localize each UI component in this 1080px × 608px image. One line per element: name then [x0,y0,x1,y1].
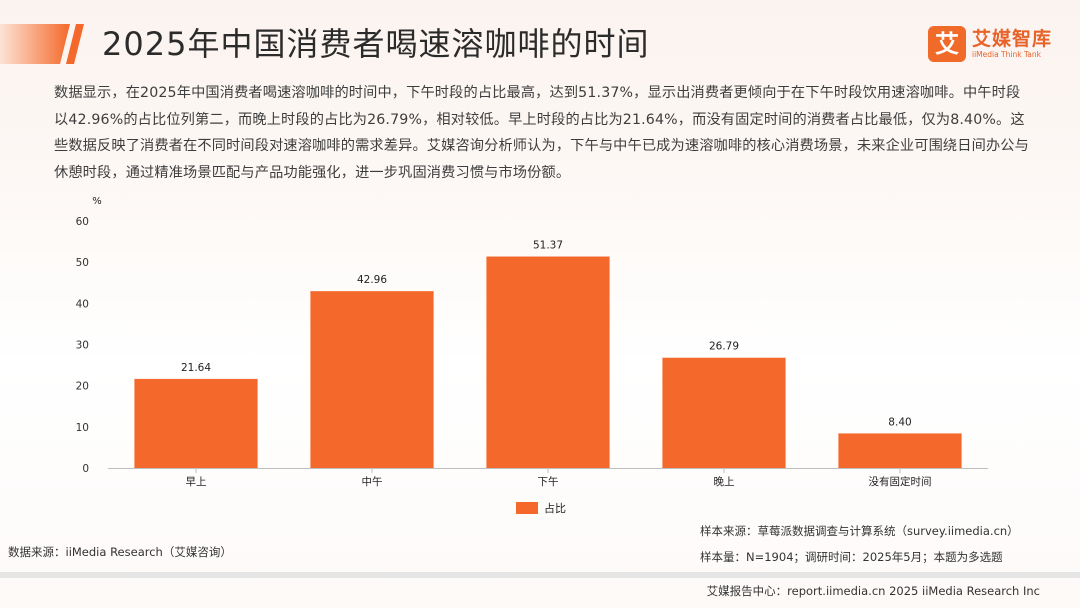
x-tick-label: 晚上 [714,476,735,488]
x-tick-label: 下午 [538,475,559,488]
page-title: 2025年中国消费者喝速溶咖啡的时间 [102,25,650,63]
brand-subtitle: iiMedia Think Tank [971,50,1041,59]
intro-paragraph: 数据显示，在2025年中国消费者喝速溶咖啡的时间中，下午时段的占比最高，达到51… [54,85,1029,181]
data-label: 42.96 [357,274,387,286]
footer-divider [0,572,1080,578]
legend-swatch [516,502,538,514]
bar-1 [310,291,434,468]
sample-size-note: 样本量：N=1904；调研时间：2025年5月；本题为多选题 [700,550,1003,564]
brand-logo: 艾 艾媒智库 iiMedia Think Tank [927,26,1052,62]
x-tick-label: 没有固定时间 [869,475,932,488]
bar-chart: % 0 10 20 30 40 50 60 21.64 早上 42.96 中午 51.37 下午 26.79… [76,196,988,515]
sample-source-note: 样本来源：草莓派数据调查与计算系统（survey.iimedia.cn） [700,524,1019,538]
data-source-note: 数据来源：iiMedia Research（艾媒咨询） [8,545,232,559]
y-tick-label: 40 [76,298,89,310]
y-tick-label: 10 [76,422,89,434]
title-accent-shape [0,24,84,64]
brand-name: 艾媒智库 [971,28,1052,50]
y-tick-label: 0 [82,463,89,475]
bar-0 [134,378,258,468]
data-label: 8.40 [888,416,911,428]
x-tick-label: 中午 [362,475,383,488]
data-label: 21.64 [181,362,211,374]
y-tick-label: 60 [76,216,89,228]
footer-text: 艾媒报告中心：report.iimedia.cn 2025 iiMedia Re… [706,584,1040,598]
legend-label: 占比 [544,501,566,515]
x-tick-label: 早上 [186,476,207,488]
y-axis-unit: % [92,196,102,207]
y-tick-label: 30 [76,340,89,352]
bar-3 [662,357,786,468]
bar-2 [486,256,610,468]
data-label: 26.79 [709,341,739,353]
y-tick-label: 50 [76,257,89,269]
y-tick-label: 20 [76,381,89,393]
bar-4 [838,433,962,468]
title-bar: 2025年中国消费者喝速溶咖啡的时间 [0,18,1080,68]
data-label: 51.37 [533,240,563,252]
brand-mark-icon: 艾 [927,26,966,62]
